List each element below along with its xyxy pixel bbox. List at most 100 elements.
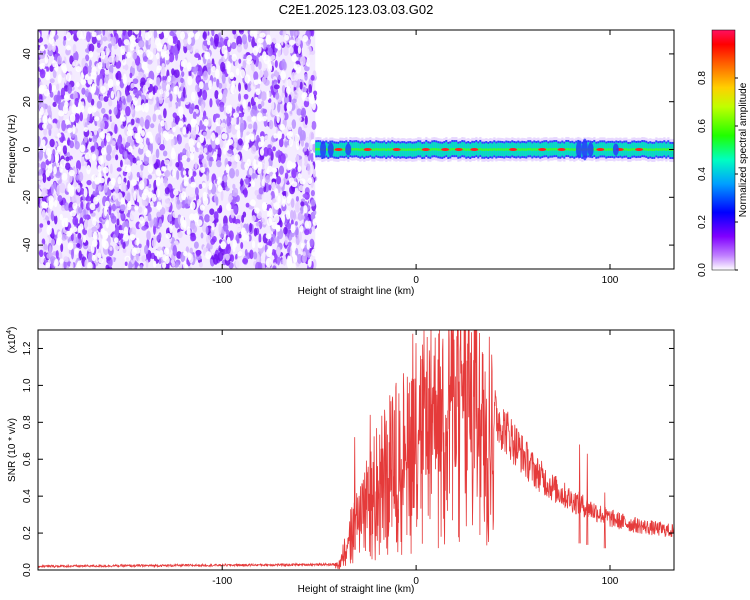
noise-gap (294, 133, 300, 143)
noise-speckle (290, 198, 295, 209)
noise-speckle (108, 55, 114, 63)
noise-gap (299, 178, 306, 185)
noise-speckle (215, 196, 219, 206)
noise-speckle (163, 175, 168, 184)
noise-gap (69, 227, 73, 235)
noise-speckle (221, 73, 226, 84)
noise-gap (123, 233, 129, 242)
noise-gap (61, 172, 68, 181)
noise-gap (126, 51, 132, 59)
band-core (605, 148, 608, 151)
noise-speckle (186, 157, 191, 163)
band-disturbance (345, 143, 352, 156)
noise-speckle (43, 244, 48, 251)
noise-gap (90, 85, 96, 94)
noise-gap (165, 90, 170, 97)
noise-speckle (137, 206, 143, 214)
noise-gap (292, 262, 296, 269)
band-core (359, 148, 362, 151)
noise-speckle (289, 30, 294, 37)
noise-gap (200, 166, 206, 173)
noise-speckle (254, 189, 259, 196)
noise-gap (310, 139, 316, 145)
noise-speckle (303, 100, 310, 108)
noise-speckle (202, 258, 208, 264)
noise-gap (115, 79, 120, 86)
noise-gap (225, 203, 232, 211)
noise-gap (187, 75, 193, 86)
noise-gap (306, 57, 311, 68)
noise-gap (211, 65, 216, 73)
noise-speckle (309, 54, 314, 63)
noise-gap (159, 249, 164, 258)
band-hotspot (596, 148, 605, 151)
noise-gap (72, 202, 78, 210)
noise-speckle (124, 151, 128, 161)
noise-speckle (290, 209, 294, 220)
noise-speckle (59, 39, 63, 46)
noise-speckle (146, 230, 151, 241)
noise-gap (286, 101, 293, 112)
band-core (609, 148, 612, 151)
noise-gap (57, 231, 62, 241)
noise-speckle (300, 205, 304, 215)
noise-speckle (293, 30, 298, 39)
noise-speckle (263, 79, 270, 86)
noise-speckle (296, 201, 300, 212)
noise-speckle (246, 223, 249, 234)
noise-speckle (298, 231, 302, 242)
noise-speckle (43, 127, 48, 136)
noise-gap (120, 113, 124, 122)
noise-speckle (295, 154, 300, 163)
noise-speckle (220, 190, 224, 202)
band-core (357, 148, 360, 151)
band-hotspot (421, 148, 430, 151)
noise-gap (59, 163, 63, 173)
noise-gap (143, 208, 148, 216)
noise-speckle (59, 182, 66, 194)
noise-speckle (275, 37, 280, 43)
spectrogram-signal-band (315, 136, 674, 163)
noise-speckle (219, 104, 225, 113)
noise-speckle (236, 106, 240, 113)
noise-gap (183, 260, 187, 269)
noise-speckle (87, 218, 94, 229)
noise-gap (299, 225, 304, 233)
noise-gap (287, 256, 292, 264)
noise-gap (307, 177, 313, 185)
noise-gap (160, 120, 165, 127)
noise-speckle (122, 98, 126, 106)
noise-speckle (143, 154, 150, 165)
noise-gap (59, 213, 63, 221)
noise-speckle (235, 258, 242, 269)
noise-gap (208, 80, 212, 90)
noise-speckle (47, 50, 53, 56)
noise-speckle (244, 177, 250, 185)
spectrogram-x-axis-title: Height of straight line (km) (298, 286, 415, 297)
noise-speckle (238, 112, 244, 118)
noise-gap (190, 181, 196, 188)
band-core (527, 148, 530, 151)
noise-gap (80, 72, 84, 81)
noise-gap (297, 165, 302, 173)
noise-gap (73, 226, 78, 233)
noise-gap (150, 201, 154, 208)
noise-gap (188, 138, 194, 148)
noise-speckle (115, 55, 119, 63)
noise-speckle (271, 248, 276, 256)
noise-gap (217, 185, 223, 192)
noise-speckle (223, 175, 228, 183)
noise-gap (133, 30, 140, 35)
noise-speckle (111, 36, 117, 47)
noise-gap (102, 240, 109, 250)
noise-gap (76, 30, 83, 40)
noise-speckle (65, 156, 70, 162)
noise-gap (248, 133, 255, 140)
band-core (647, 148, 650, 151)
noise-speckle (131, 60, 136, 68)
band-hotspot (557, 148, 566, 151)
noise-speckle (148, 183, 152, 189)
noise-speckle (287, 241, 292, 247)
noise-speckle (275, 92, 280, 100)
noise-gap (69, 210, 77, 217)
